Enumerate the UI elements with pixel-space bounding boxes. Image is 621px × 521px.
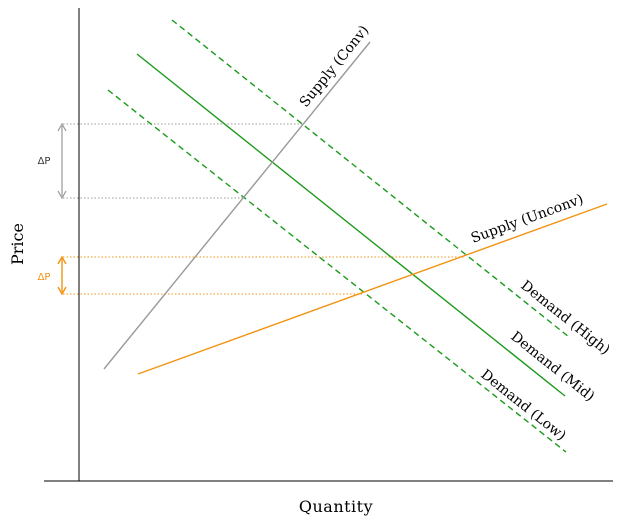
delta-p-unconv-label: ΔP [38, 272, 51, 283]
demand-low-line [107, 89, 567, 453]
supply-unconv-label: Supply (Unconv) [469, 191, 586, 246]
delta-p-unconv-arrow [57, 255, 67, 296]
delta-p-conv-label: ΔP [38, 156, 51, 167]
supply-unconv-line [137, 203, 608, 375]
delta-p-conv-arrow [57, 122, 67, 200]
demand-high-line [171, 19, 570, 338]
demand-mid-line [136, 53, 566, 397]
supply-conv-line [103, 41, 371, 370]
x-axis-label: Quantity [299, 497, 373, 516]
y-axis-label: Price [8, 223, 27, 265]
supply-conv-label: Supply (Conv) [297, 23, 373, 111]
